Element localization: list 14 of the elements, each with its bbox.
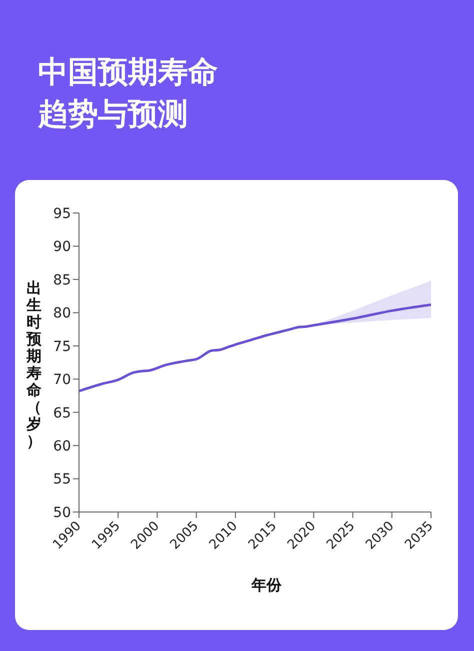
- chart-title: 中国预期寿命趋势与预测: [38, 54, 219, 134]
- y-tick-label: 70: [53, 372, 71, 388]
- y-tick-label: 60: [53, 438, 71, 455]
- x-axis-title: 年份: [252, 576, 282, 594]
- text: 出生时预期寿命（岁）: [26, 279, 42, 450]
- y-tick-label: 80: [53, 306, 71, 322]
- y-tick-label: 95: [53, 206, 71, 222]
- line-series: [79, 303, 431, 392]
- y-tick-label: 90: [53, 239, 71, 256]
- y-tick-label: 55: [53, 472, 71, 488]
- y-tick-label: 50: [53, 504, 71, 521]
- y-tick-label: 65: [53, 405, 71, 422]
- y-tick-label: 85: [53, 272, 71, 288]
- y-tick-label: 75: [53, 338, 71, 355]
